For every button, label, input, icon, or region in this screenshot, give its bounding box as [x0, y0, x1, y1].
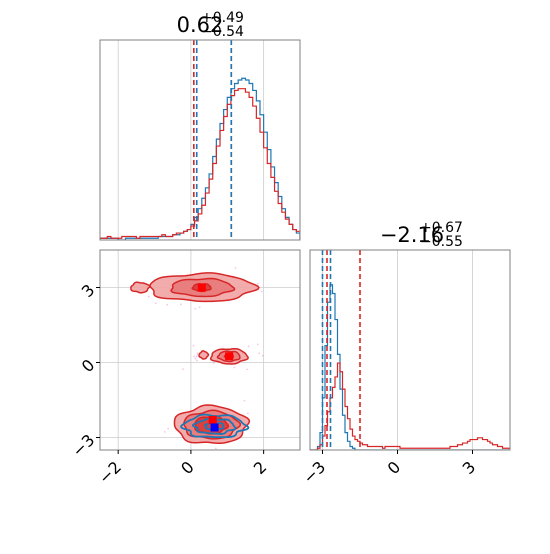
- blue-marker-0: [210, 423, 219, 432]
- joint-y-tick-label-1: 0: [78, 355, 99, 376]
- right-title: −2.16: [380, 223, 444, 247]
- panel-marginal-y: −2.16 +0.67 −0.55 −3 0 3: [299, 220, 511, 488]
- right-panel-frame: [309, 249, 511, 451]
- red-marker-0: [208, 416, 217, 424]
- joint-scatter-point-84: [167, 427, 170, 430]
- panel-joint: −2 0 2 −3 0 3: [68, 249, 301, 488]
- joint-scatter-point-14: [234, 267, 237, 269]
- top-grid: [117, 40, 265, 240]
- red-contour-island-1: [198, 350, 210, 360]
- red-marker-1: [197, 283, 206, 292]
- red-contour-island-0: [130, 281, 151, 294]
- joint-scatter-point-68: [257, 282, 259, 285]
- top-title: 0.62: [177, 13, 224, 37]
- right-title-value: −2.16: [380, 223, 444, 247]
- joint-scatter-point-30: [194, 307, 196, 310]
- top-quantile-lines: [193, 40, 233, 240]
- blue-contour-level-2: [203, 421, 225, 432]
- joint-scatter-point-6: [260, 290, 263, 293]
- joint-scatter-point-128: [193, 355, 196, 358]
- joint-scatter-point-89: [243, 399, 246, 402]
- right-tick-label-1: 0: [384, 457, 405, 478]
- joint-scatter-point-10: [154, 302, 157, 305]
- joint-scatter-point-135: [196, 359, 198, 362]
- joint-scatter-point-126: [258, 352, 261, 355]
- right-histograms: [310, 284, 510, 450]
- right-title-plus: +0.67: [420, 220, 463, 236]
- joint-scatter-point-121: [233, 366, 236, 369]
- joint-y-tick-label-2: 3: [78, 280, 99, 301]
- joint-scatter-point-45: [147, 295, 150, 298]
- joint-x-tick-label-0: −2: [95, 457, 125, 487]
- joint-scatter-point-38: [179, 303, 182, 306]
- joint-scatter-point-81: [191, 454, 193, 456]
- panel-marginal-x: 0.62 +0.49 −0.54: [99, 10, 301, 241]
- right-title-minus: −0.55: [420, 234, 463, 250]
- joint-panel-frame: [99, 249, 301, 451]
- top-hist-series-0: [100, 77, 300, 240]
- joint-y-ticks: −3 0 3: [68, 280, 100, 461]
- right-hist-series-1: [310, 362, 510, 450]
- blue-contour-level-1: [191, 417, 237, 435]
- blue-contour-level-0: [180, 413, 250, 439]
- red-marker-2: [225, 352, 234, 361]
- joint-x-tick-label-2: 2: [250, 457, 271, 478]
- joint-x-ticks: −2 0 2: [95, 450, 271, 488]
- joint-scatter-point-110: [196, 353, 199, 356]
- joint-scatter-point-117: [247, 345, 250, 348]
- top-title-value: 0.62: [177, 13, 224, 37]
- joint-scatter-point-71: [246, 412, 249, 415]
- joint-scatter-point-132: [192, 344, 195, 347]
- joint-scatter-point-114: [195, 355, 198, 358]
- joint-x-tick-label-1: 0: [177, 457, 198, 478]
- top-hist-series-1: [100, 88, 300, 240]
- joint-scatter-point-44: [166, 303, 169, 306]
- top-title-plus: +0.49: [201, 10, 244, 26]
- top-panel-frame: [99, 39, 301, 241]
- joint-scatter-point-12: [198, 306, 201, 309]
- right-hist-series-0: [310, 284, 510, 450]
- joint-markers: [197, 283, 234, 432]
- top-histograms: [100, 77, 300, 240]
- joint-scatter-point-118: [246, 368, 248, 371]
- right-tick-label-0: −3: [299, 457, 329, 487]
- right-tick-label-2: 3: [459, 457, 480, 478]
- joint-scatter-point-88: [214, 447, 217, 450]
- top-title-minus: −0.54: [201, 24, 244, 40]
- joint-y-tick-label-0: −3: [68, 430, 98, 460]
- joint-scatter-point-129: [261, 354, 264, 357]
- joint-scatter-point-131: [212, 361, 215, 364]
- right-quantile-lines: [321, 250, 361, 450]
- right-x-ticks: −3 0 3: [299, 450, 479, 488]
- joint-scatter-point-124: [196, 352, 199, 355]
- joint-scatter-point-134: [256, 343, 259, 346]
- joint-scatter-point-136: [194, 357, 197, 360]
- joint-scatter-point-70: [163, 431, 166, 433]
- joint-scatter-point-139: [181, 368, 184, 371]
